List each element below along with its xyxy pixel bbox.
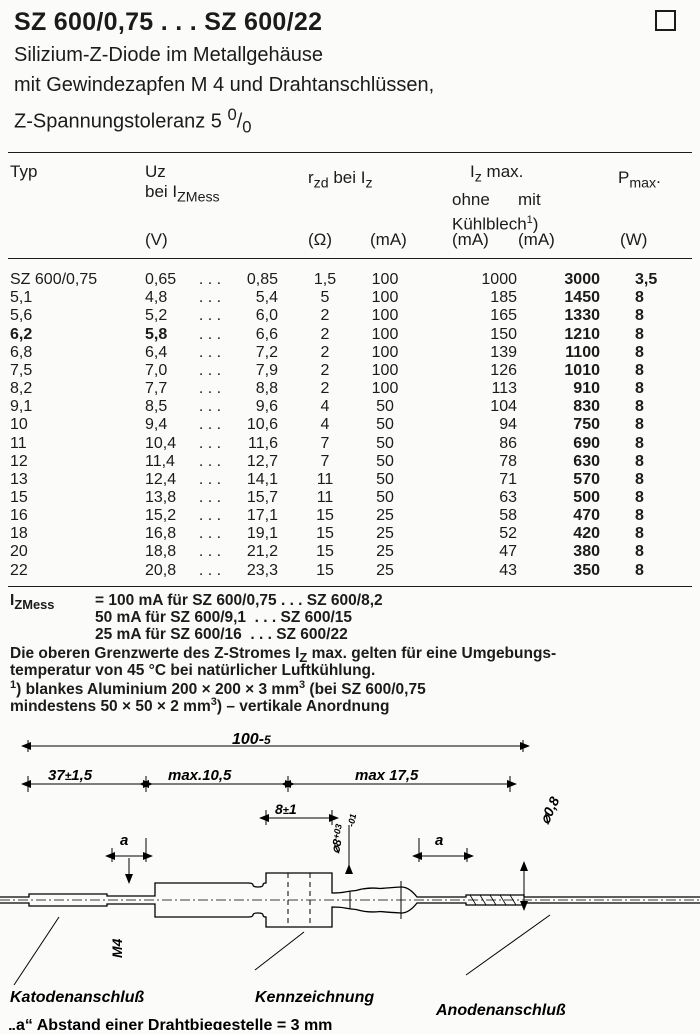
svg-text:a: a — [120, 832, 128, 849]
svg-text:Anodenanschluß: Anodenanschluß — [435, 1002, 566, 1019]
svg-text:37±1,5: 37±1,5 — [48, 767, 93, 784]
svg-text:a: a — [435, 832, 443, 849]
svg-text:max 17,5: max 17,5 — [355, 767, 419, 784]
svg-text:M4: M4 — [109, 938, 125, 958]
svg-text:⌀8+03-01: ⌀8+03-01 — [328, 810, 358, 856]
svg-text:max.10,5: max.10,5 — [168, 767, 232, 784]
svg-text:Kennzeichnung: Kennzeichnung — [255, 989, 374, 1006]
svg-text:„a“ Abstand einer Drahtbiegest: „a“ Abstand einer Drahtbiegestelle = 3 m… — [8, 1017, 332, 1030]
svg-text:8±1: 8±1 — [275, 801, 297, 817]
svg-text:⌀0,8: ⌀0,8 — [536, 794, 562, 826]
svg-text:Katodenanschluß: Katodenanschluß — [10, 989, 144, 1006]
svg-text:100-5: 100-5 — [232, 731, 271, 748]
